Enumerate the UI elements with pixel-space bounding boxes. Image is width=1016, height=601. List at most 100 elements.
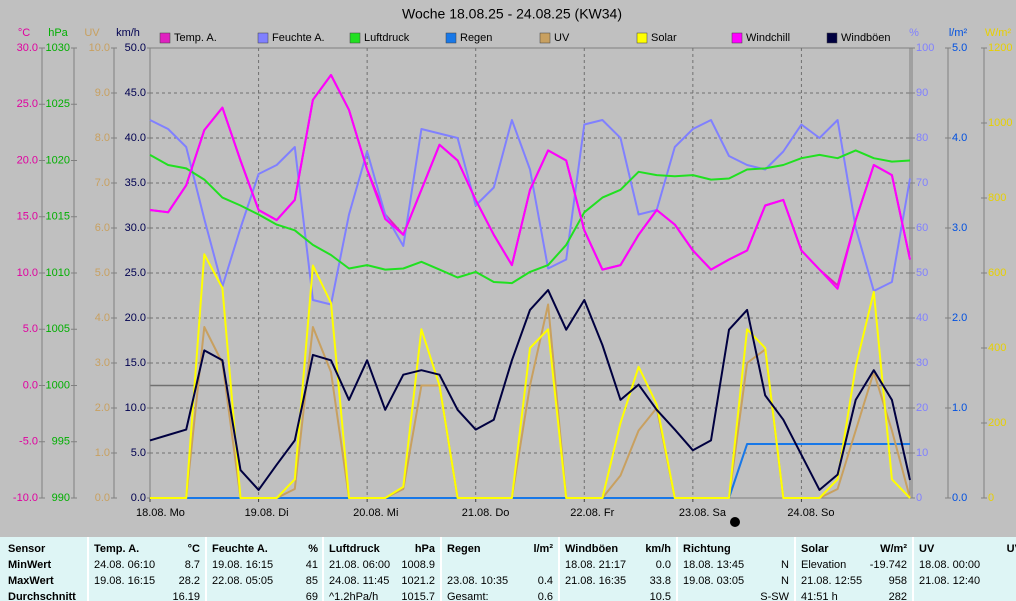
- cell-value: 1015.7: [401, 591, 435, 601]
- y-tick-label: 20.0: [17, 154, 38, 166]
- x-tick-label: 24.08. So: [787, 507, 834, 519]
- y-tick-label: 5.0: [23, 323, 38, 335]
- y-tick-label: 5.0: [952, 42, 967, 54]
- y-tick-label: 1200: [988, 42, 1012, 54]
- column-name: Regen: [447, 543, 481, 555]
- column-name: Feuchte A.: [212, 543, 268, 555]
- y-tick-label: 1030: [46, 42, 70, 54]
- cell-value: 958: [889, 575, 907, 587]
- y-tick-label: 1020: [46, 154, 70, 166]
- y-tick-label: 1015: [46, 211, 70, 223]
- legend-label: Temp. A.: [174, 32, 217, 44]
- column-name: Temp. A.: [94, 543, 139, 555]
- y-tick-label: 40: [916, 312, 928, 324]
- cell-value: 28.2: [179, 575, 200, 587]
- cell-value: 8.7: [185, 559, 200, 571]
- row-label: MaxWert: [8, 575, 54, 587]
- cell-label: ^1.2hPa/h: [329, 591, 378, 601]
- cell-label: 18.08. 00:00: [919, 559, 980, 571]
- y-tick-label: 50: [916, 267, 928, 279]
- legend-swatch: [826, 32, 838, 44]
- legend-swatch: [539, 32, 551, 44]
- x-tick-label: 20.08. Mi: [353, 507, 398, 519]
- column-name: Richtung: [683, 543, 731, 555]
- y-tick-label: -5.0: [19, 436, 38, 448]
- cell-value: 10.5: [650, 591, 671, 601]
- legend-label: Luftdruck: [364, 32, 410, 44]
- y-tick-label: 90: [916, 87, 928, 99]
- y-tick-label: 50.0: [125, 42, 146, 54]
- y-tick-label: 1000: [46, 379, 70, 391]
- legend-label: Solar: [651, 32, 677, 44]
- y-tick-label: 0.0: [95, 492, 110, 504]
- y-tick-label: 10.0: [89, 42, 110, 54]
- y-tick-label: 20.0: [125, 312, 146, 324]
- cell-value: 41: [306, 559, 318, 571]
- cell-label: 18.08. 13:45: [683, 559, 744, 571]
- cell-label: 21.08. 12:40: [919, 575, 980, 587]
- x-tick-label: 18.08. Mo: [136, 507, 185, 519]
- legend-swatch: [731, 32, 743, 44]
- cell-label: 21.08. 06:00: [329, 559, 390, 571]
- y-tick-label: 3.0: [952, 222, 967, 234]
- y-tick-label: 0.0: [131, 492, 146, 504]
- legend-swatch: [636, 32, 648, 44]
- y-tick-label: 100: [916, 42, 934, 54]
- legend-label: Feuchte A.: [272, 32, 325, 44]
- cell-label: 22.08. 05:05: [212, 575, 273, 587]
- column-name: Windböen: [565, 543, 618, 555]
- cell-value: -19.742: [870, 559, 907, 571]
- column-unit: °C: [188, 543, 200, 555]
- series-line: [150, 253, 911, 499]
- cell-value: N: [781, 559, 789, 571]
- chart-title: Woche 18.08.25 - 24.08.25 (KW34): [402, 6, 622, 22]
- y-tick-label: 4.0: [952, 132, 967, 144]
- y-tick-label: 5.0: [131, 447, 146, 459]
- cell-label: 24.08. 06:10: [94, 559, 155, 571]
- column-unit: l/m²: [533, 543, 553, 555]
- y-tick-label: 40.0: [125, 132, 146, 144]
- legend-swatch: [257, 32, 269, 44]
- y-tick-label: 60: [916, 222, 928, 234]
- cell-label: 19.08. 16:15: [212, 559, 273, 571]
- series-line: [149, 289, 911, 491]
- cell-value: 33.8: [650, 575, 671, 587]
- y-tick-label: 10: [916, 447, 928, 459]
- y-tick-label: 1.0: [952, 402, 967, 414]
- column-unit: UV-: [1007, 543, 1016, 555]
- column-unit: hPa: [415, 543, 436, 555]
- cell-label: 24.08. 11:45: [329, 575, 389, 587]
- x-tick-label: 21.08. Do: [462, 507, 510, 519]
- time-marker: [730, 517, 740, 527]
- cell-label: 19.08. 16:15: [94, 575, 155, 587]
- column-unit: km/h: [645, 543, 671, 555]
- y-tick-label: 35.0: [125, 177, 146, 189]
- y-tick-label: 15.0: [17, 211, 38, 223]
- cell-label: Elevation: [801, 559, 846, 571]
- column-unit: W/m²: [880, 543, 907, 555]
- y-tick-label: 600: [988, 267, 1006, 279]
- column-unit: %: [308, 543, 318, 555]
- y-tick-label: 15.0: [125, 357, 146, 369]
- y-tick-label: 5.0: [95, 267, 110, 279]
- column-name: Luftdruck: [329, 543, 381, 555]
- axis-unit: UV: [84, 27, 100, 39]
- cell-value: 0.0: [656, 559, 671, 571]
- y-tick-label: 25.0: [17, 98, 38, 110]
- legend-swatch: [349, 32, 361, 44]
- cell-value: 282: [889, 591, 907, 601]
- legend-swatch: [445, 32, 457, 44]
- y-tick-label: 70: [916, 177, 928, 189]
- legend-label: Windböen: [841, 32, 891, 44]
- y-tick-label: 0: [988, 492, 994, 504]
- y-tick-label: 800: [988, 192, 1006, 204]
- y-tick-label: 45.0: [125, 87, 146, 99]
- column-name: UV: [919, 543, 935, 555]
- legend-label: Regen: [460, 32, 492, 44]
- y-tick-label: 6.0: [95, 222, 110, 234]
- y-tick-label: 7.0: [95, 177, 110, 189]
- y-tick-label: 3.0: [95, 357, 110, 369]
- y-tick-label: 995: [52, 436, 70, 448]
- series-line: [149, 74, 911, 290]
